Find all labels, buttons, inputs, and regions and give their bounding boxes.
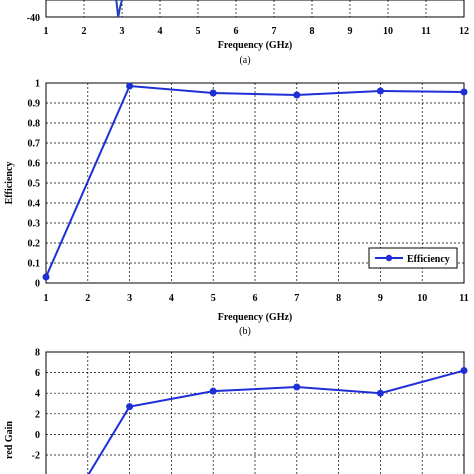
panel-a-x-ticks: 1 2 3 4 5 6 7 8 9 10 11 12 [44, 26, 470, 37]
panel-c-y-ticks: 8 6 4 2 0 -2 [32, 348, 40, 462]
y-tick-label: 0.2 [28, 239, 41, 250]
x-tick-label: 8 [336, 293, 341, 304]
x-tick-label: 2 [85, 293, 90, 304]
y-tick-label: -2 [32, 451, 40, 462]
panel-a-series [115, 0, 123, 18]
x-tick-label: 6 [253, 293, 258, 304]
gain-data-point [460, 367, 468, 375]
panel-c-series [87, 367, 468, 474]
x-tick-label: 7 [294, 293, 299, 304]
panel-c-y-axis-title: red Gain [4, 421, 15, 459]
y-tick-label: 0.1 [28, 259, 41, 270]
x-tick-label: 10 [383, 26, 393, 37]
y-tick-label: 1 [35, 79, 40, 90]
x-tick-label: 11 [421, 26, 430, 37]
efficiency-series-line [45, 84, 465, 278]
x-tick-label: 11 [459, 293, 468, 304]
panel-c-grid [46, 352, 464, 474]
x-tick-label: 9 [378, 293, 383, 304]
y-tick-label: 0 [35, 279, 40, 290]
x-tick-label: 8 [310, 26, 315, 37]
panel-c: 8 6 4 2 0 -2 red Gain [4, 348, 468, 474]
y-tick-label: 0.4 [28, 199, 41, 210]
x-tick-label: 10 [417, 293, 427, 304]
gain-data-point [126, 403, 134, 411]
x-tick-label: 5 [196, 26, 201, 37]
x-tick-label: 12 [459, 26, 469, 37]
panel-b-caption: (b) [239, 326, 251, 337]
y-tick-label: 0.9 [28, 99, 41, 110]
legend-label: Efficiency [407, 254, 450, 265]
panel-a-plot-frame [45, 0, 465, 18]
gain-data-point [376, 389, 384, 397]
x-tick-label: 2 [82, 26, 87, 37]
x-tick-label: 7 [272, 26, 277, 37]
y-tick-label: 6 [35, 368, 40, 379]
x-tick-label: 5 [211, 293, 216, 304]
gain-data-point [293, 383, 301, 391]
panel-b-y-axis-title: Efficiency [4, 162, 15, 205]
y-tick-label: 0 [35, 430, 40, 441]
y-tick-label: 0.5 [28, 179, 41, 190]
x-tick-label: 3 [120, 26, 125, 37]
panel-b-series [42, 82, 468, 281]
y-tick-label: 0.3 [28, 219, 41, 230]
panel-a-caption: (a) [239, 55, 250, 66]
x-tick-label: 4 [158, 26, 163, 37]
x-tick-label: 1 [44, 293, 49, 304]
panel-b-x-axis-title: Frequency (GHz) [218, 312, 293, 323]
gain-data-point [209, 387, 217, 395]
efficiency-data-point [376, 87, 384, 95]
efficiency-data-point [126, 82, 134, 90]
y-tick-label: 0.6 [28, 159, 41, 170]
legend-box [368, 247, 458, 269]
panel-a-x-axis-title: Frequency (GHz) [218, 40, 293, 51]
panel-a-grid [83, 0, 427, 17]
panel-a-y-tick: -40 [27, 13, 40, 24]
efficiency-data-point [209, 89, 217, 97]
y-tick-label: 0.8 [28, 119, 41, 130]
panel-b-x-ticks: 1 2 3 4 5 6 7 8 9 10 11 [44, 293, 469, 304]
y-tick-label: 2 [35, 409, 40, 420]
efficiency-data-point [293, 91, 301, 99]
y-tick-label: 0.7 [28, 139, 41, 150]
x-tick-label: 4 [169, 293, 174, 304]
panel-b-legend: Efficiency [368, 247, 458, 269]
x-tick-label: 9 [348, 26, 353, 37]
y-tick-label: 4 [35, 389, 40, 400]
x-tick-label: 3 [127, 293, 132, 304]
efficiency-data-point [42, 273, 50, 281]
legend-marker-swatch [385, 254, 393, 262]
efficiency-data-point [460, 88, 468, 96]
y-tick-label: 8 [35, 348, 40, 359]
panel-b-y-ticks: 0 0.1 0.2 0.3 0.4 0.5 0.6 0.7 0.8 0.9 1 [28, 79, 41, 290]
x-tick-label: 6 [234, 26, 239, 37]
x-tick-label: 1 [44, 26, 49, 37]
series-line [115, 0, 123, 18]
panel-a: -40 1 2 3 4 5 6 7 8 9 10 11 12 Frequency (GHz) (a) [27, 0, 469, 66]
gain-series-line [87, 369, 465, 474]
